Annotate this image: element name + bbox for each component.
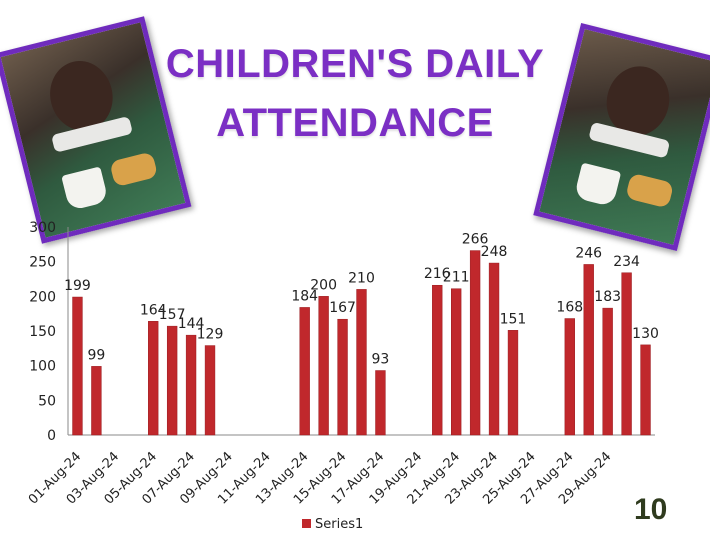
data-label: 164: [140, 302, 167, 318]
data-label: 99: [87, 347, 105, 363]
data-label: 266: [462, 232, 489, 248]
bar: [564, 318, 575, 436]
bar: [204, 345, 216, 436]
bar: [375, 370, 386, 436]
data-label: 151: [500, 311, 527, 327]
data-label: 200: [310, 277, 337, 293]
bar: [72, 296, 83, 436]
data-label: 246: [575, 245, 602, 261]
legend-label: Series1: [315, 517, 363, 532]
data-label: 211: [443, 270, 470, 286]
data-label: 129: [197, 327, 224, 343]
y-tick-label: 150: [29, 324, 56, 340]
data-label: 130: [632, 326, 659, 342]
data-label: 157: [159, 307, 186, 323]
bar: [91, 366, 102, 436]
y-tick-label: 200: [29, 289, 56, 305]
data-label: 144: [178, 316, 205, 332]
data-label: 216: [424, 266, 451, 282]
bar: [185, 334, 197, 436]
bar: [299, 307, 310, 436]
bar: [318, 296, 329, 436]
bar: [488, 262, 500, 436]
data-label: 93: [372, 352, 390, 368]
y-tick-label: 100: [29, 359, 56, 375]
bar: [166, 325, 178, 436]
data-label: 234: [613, 254, 640, 270]
data-label: 168: [556, 300, 583, 316]
data-label: 184: [291, 288, 318, 304]
y-tick-label: 300: [29, 220, 56, 236]
legend-swatch: [302, 519, 311, 528]
bar: [356, 289, 367, 436]
y-tick-label: 250: [29, 255, 56, 271]
bar: [507, 330, 519, 436]
bar: [337, 318, 348, 436]
bar: [451, 288, 462, 436]
page-number: 10: [634, 493, 668, 526]
data-label: 167: [329, 300, 356, 316]
data-label: 210: [348, 270, 375, 286]
data-label: 248: [481, 244, 508, 260]
y-tick-label: 50: [38, 393, 56, 409]
bar: [469, 250, 481, 436]
data-label: 199: [64, 278, 91, 294]
bar: [621, 272, 632, 436]
bar: [640, 344, 651, 436]
bar: [432, 284, 443, 436]
bar: [602, 307, 613, 436]
data-label: 183: [594, 289, 621, 305]
chart-title-line1: CHILDREN'S DAILY: [165, 42, 545, 86]
y-tick-label: 0: [47, 428, 56, 444]
bar: [148, 321, 159, 436]
bar: [583, 264, 594, 436]
chart-title-line2: ATTENDANCE: [216, 101, 494, 145]
